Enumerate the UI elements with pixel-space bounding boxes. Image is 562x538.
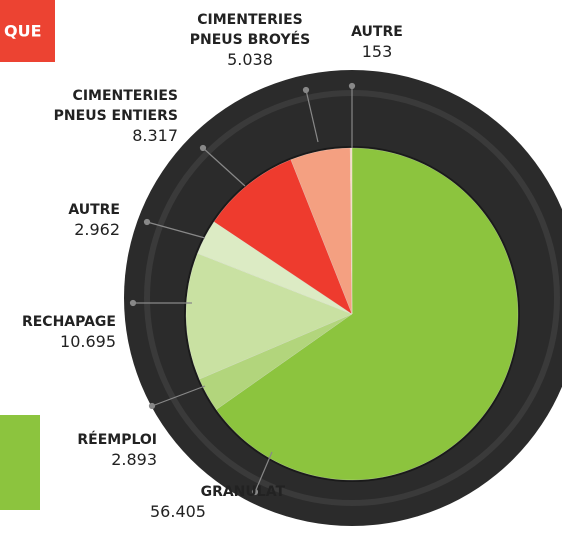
category-label: AUTRE [0,200,120,220]
value-label: 10.695 [0,332,116,352]
page: QUE GRANULAT56.405 RÉEMPLOI2.893 RECHAPAGE… [0,0,562,538]
category-label: RECHAPAGE [0,312,116,332]
category-label: RÉEMPLOI [17,430,157,450]
category-label: CIMENTERIES PNEUS ENTIERS [53,86,178,126]
value-label: 153 [337,42,417,62]
value-label: 2.893 [17,450,157,470]
value-label: 8.317 [53,126,178,146]
category-label: CIMENTERIES PNEUS BROYÉS [188,10,313,50]
value-label: 56.405 [150,502,285,522]
category-label: GRANULAT [145,482,285,502]
value-label: 5.038 [188,50,313,70]
banner-text: QUE [4,22,42,41]
category-label: AUTRE [337,22,417,42]
value-label: 2.962 [0,220,120,240]
